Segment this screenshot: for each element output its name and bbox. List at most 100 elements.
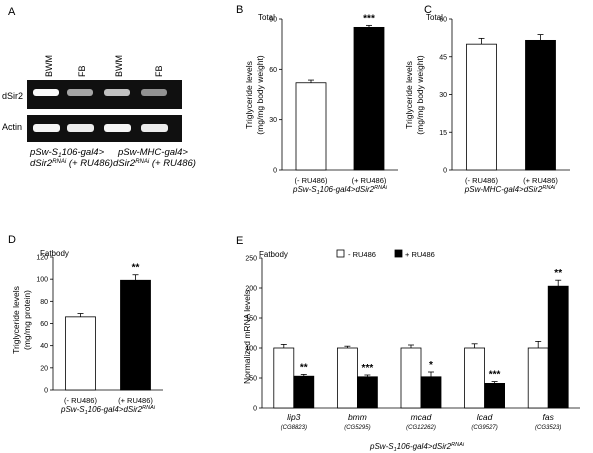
legend-swatch-plus xyxy=(394,249,403,258)
y-tick-label: 150 xyxy=(245,316,257,323)
significance-label: ** xyxy=(554,268,562,279)
panel-e-letter: E xyxy=(236,235,243,247)
panel-d-letter: D xyxy=(8,234,16,246)
gel-band-dsir2 xyxy=(67,89,93,96)
gel-row-label-dsir2: dSir2 xyxy=(2,91,23,101)
panel-e: E Fatbody - RU486 + RU486 Normalized mRN… xyxy=(236,235,580,453)
y-tick-label: 0 xyxy=(253,406,257,413)
panel-c-xlabel: pSw-MHC-gal4>dSir2RNAi xyxy=(464,185,556,194)
x-tick-label: mcad xyxy=(411,412,432,422)
y-tick-label: 60 xyxy=(269,67,277,74)
gel-band-actin xyxy=(67,124,94,132)
y-tick-label: 30 xyxy=(439,92,447,99)
plot-c: 0 15 30 45 60 (- RU486) (+ RU486) xyxy=(439,17,570,185)
significance-label: * xyxy=(429,360,433,371)
panel-d-ylabel-unit: (mg/mg protein) xyxy=(22,290,32,350)
y-tick-label: 60 xyxy=(40,321,48,328)
significance-label: ** xyxy=(300,362,308,373)
y-tick-label: 100 xyxy=(36,277,48,284)
bar-plus-ru486 xyxy=(353,26,385,171)
bar-plus-ru486 xyxy=(525,39,556,171)
x-tick-sublabel: (CG12262) xyxy=(406,425,436,431)
gel-genotype-left-line1: pSw-S1106-gal4> xyxy=(29,147,105,159)
gel-lane-label: FB xyxy=(77,65,87,77)
x-tick-label: (- RU486) xyxy=(465,176,498,185)
y-tick-label: 90 xyxy=(269,17,277,24)
bar-plus-ru486 xyxy=(547,285,569,409)
x-tick-label: (+ RU486) xyxy=(352,176,387,185)
panel-c-letter: C xyxy=(424,4,432,16)
panel-b-xlabel: pSw-S1106-gal4>dSir2RNAi xyxy=(292,185,388,196)
bar-minus-ru486 xyxy=(466,43,497,171)
gel-bands xyxy=(33,89,168,132)
bar-plus-ru486 xyxy=(120,279,151,391)
plot-e: 050100150200250**lip3(CG8823)***bmm(CG52… xyxy=(245,256,580,431)
y-tick-label: 250 xyxy=(245,256,257,263)
bar-plus-ru486 xyxy=(356,376,378,409)
panel-b-ylabel-unit: (mg/mg body weight) xyxy=(255,55,265,135)
panel-c-ylabel: Triglyceride levels xyxy=(404,61,414,129)
panel-b-inset-title: Total xyxy=(258,13,275,22)
y-tick-label: 0 xyxy=(443,168,447,175)
x-tick-label: (+ RU486) xyxy=(523,176,558,185)
gel-genotype-right-line2: dSir2RNAi (+ RU486) xyxy=(113,158,196,169)
gel-band-dsir2 xyxy=(104,89,130,96)
panel-b-ylabel: Triglyceride levels xyxy=(244,61,254,129)
panel-a-letter: A xyxy=(8,6,16,18)
y-tick-label: 20 xyxy=(40,365,48,372)
gel-lane-label: FB xyxy=(154,65,164,77)
y-tick-label: 40 xyxy=(40,343,48,350)
gel-band-dsir2 xyxy=(33,89,59,96)
panel-c-ylabel-unit: (mg/mg body weight) xyxy=(415,55,425,135)
x-tick-label: (- RU486) xyxy=(295,176,328,185)
panel-a: A BWM FB BWM FB dSir2 Actin pSw-S1106-ga… xyxy=(2,6,196,169)
gel-genotype-right-line1: pSw-MHC-gal4> xyxy=(117,147,188,158)
panel-c-inset-title: Total xyxy=(426,13,443,22)
gel-band-actin xyxy=(141,124,168,132)
bar-minus-ru486 xyxy=(336,347,358,409)
bar-minus-ru486 xyxy=(295,82,327,171)
gel-band-dsir2 xyxy=(141,89,167,96)
panel-e-inset-title: Fatbody xyxy=(259,250,288,259)
panel-e-xlabel: pSw-S1106-gal4>dSir2RNAi xyxy=(369,442,465,453)
x-tick-label: lip3 xyxy=(287,412,301,422)
y-tick-label: 30 xyxy=(269,117,277,124)
panel-b-letter: B xyxy=(236,4,243,16)
significance-label: ** xyxy=(132,263,140,274)
y-tick-label: 0 xyxy=(273,168,277,175)
bar-plus-ru486 xyxy=(484,382,506,409)
gel-lane-label: BWM xyxy=(114,55,124,77)
significance-label: *** xyxy=(363,13,375,24)
y-tick-label: 120 xyxy=(36,255,48,262)
y-tick-label: 100 xyxy=(245,346,257,353)
y-tick-label: 60 xyxy=(439,17,447,24)
y-tick-label: 15 xyxy=(439,130,447,137)
bar-minus-ru486 xyxy=(464,347,486,409)
gel-band-actin xyxy=(33,124,60,132)
legend-label-plus: + RU486 xyxy=(405,250,435,259)
panel-c: C Total Triglyceride levels (mg/mg body … xyxy=(404,4,570,194)
gel-row-label-actin: Actin xyxy=(2,122,22,132)
y-tick-label: 50 xyxy=(249,376,257,383)
significance-label: *** xyxy=(489,370,501,381)
bar-minus-ru486 xyxy=(273,347,295,409)
x-tick-label: (+ RU486) xyxy=(118,396,153,405)
bar-minus-ru486 xyxy=(65,316,96,391)
x-tick-label: (- RU486) xyxy=(64,396,97,405)
x-tick-label: lcad xyxy=(477,412,493,422)
gel-lane-label: BWM xyxy=(44,55,54,77)
bar-minus-ru486 xyxy=(400,347,422,409)
significance-label: *** xyxy=(362,363,374,374)
plot-b: 0 30 60 90 (- RU486) *** (+ RU486) xyxy=(269,13,398,185)
x-tick-sublabel: (CG8823) xyxy=(281,425,307,431)
y-tick-label: 80 xyxy=(40,299,48,306)
x-tick-label: bmm xyxy=(348,412,367,422)
panel-d: D Fatbody Triglyceride levels (mg/mg pro… xyxy=(8,234,163,416)
plot-d: 0 20 40 60 80 100 120 (- RU486) ** (+ RU486) xyxy=(36,255,163,405)
y-tick-label: 0 xyxy=(44,388,48,395)
y-tick-label: 200 xyxy=(245,286,257,293)
legend-swatch-minus xyxy=(336,249,345,258)
x-tick-sublabel: (CG3523) xyxy=(535,425,561,431)
panel-d-inset-title: Fatbody xyxy=(40,249,69,258)
